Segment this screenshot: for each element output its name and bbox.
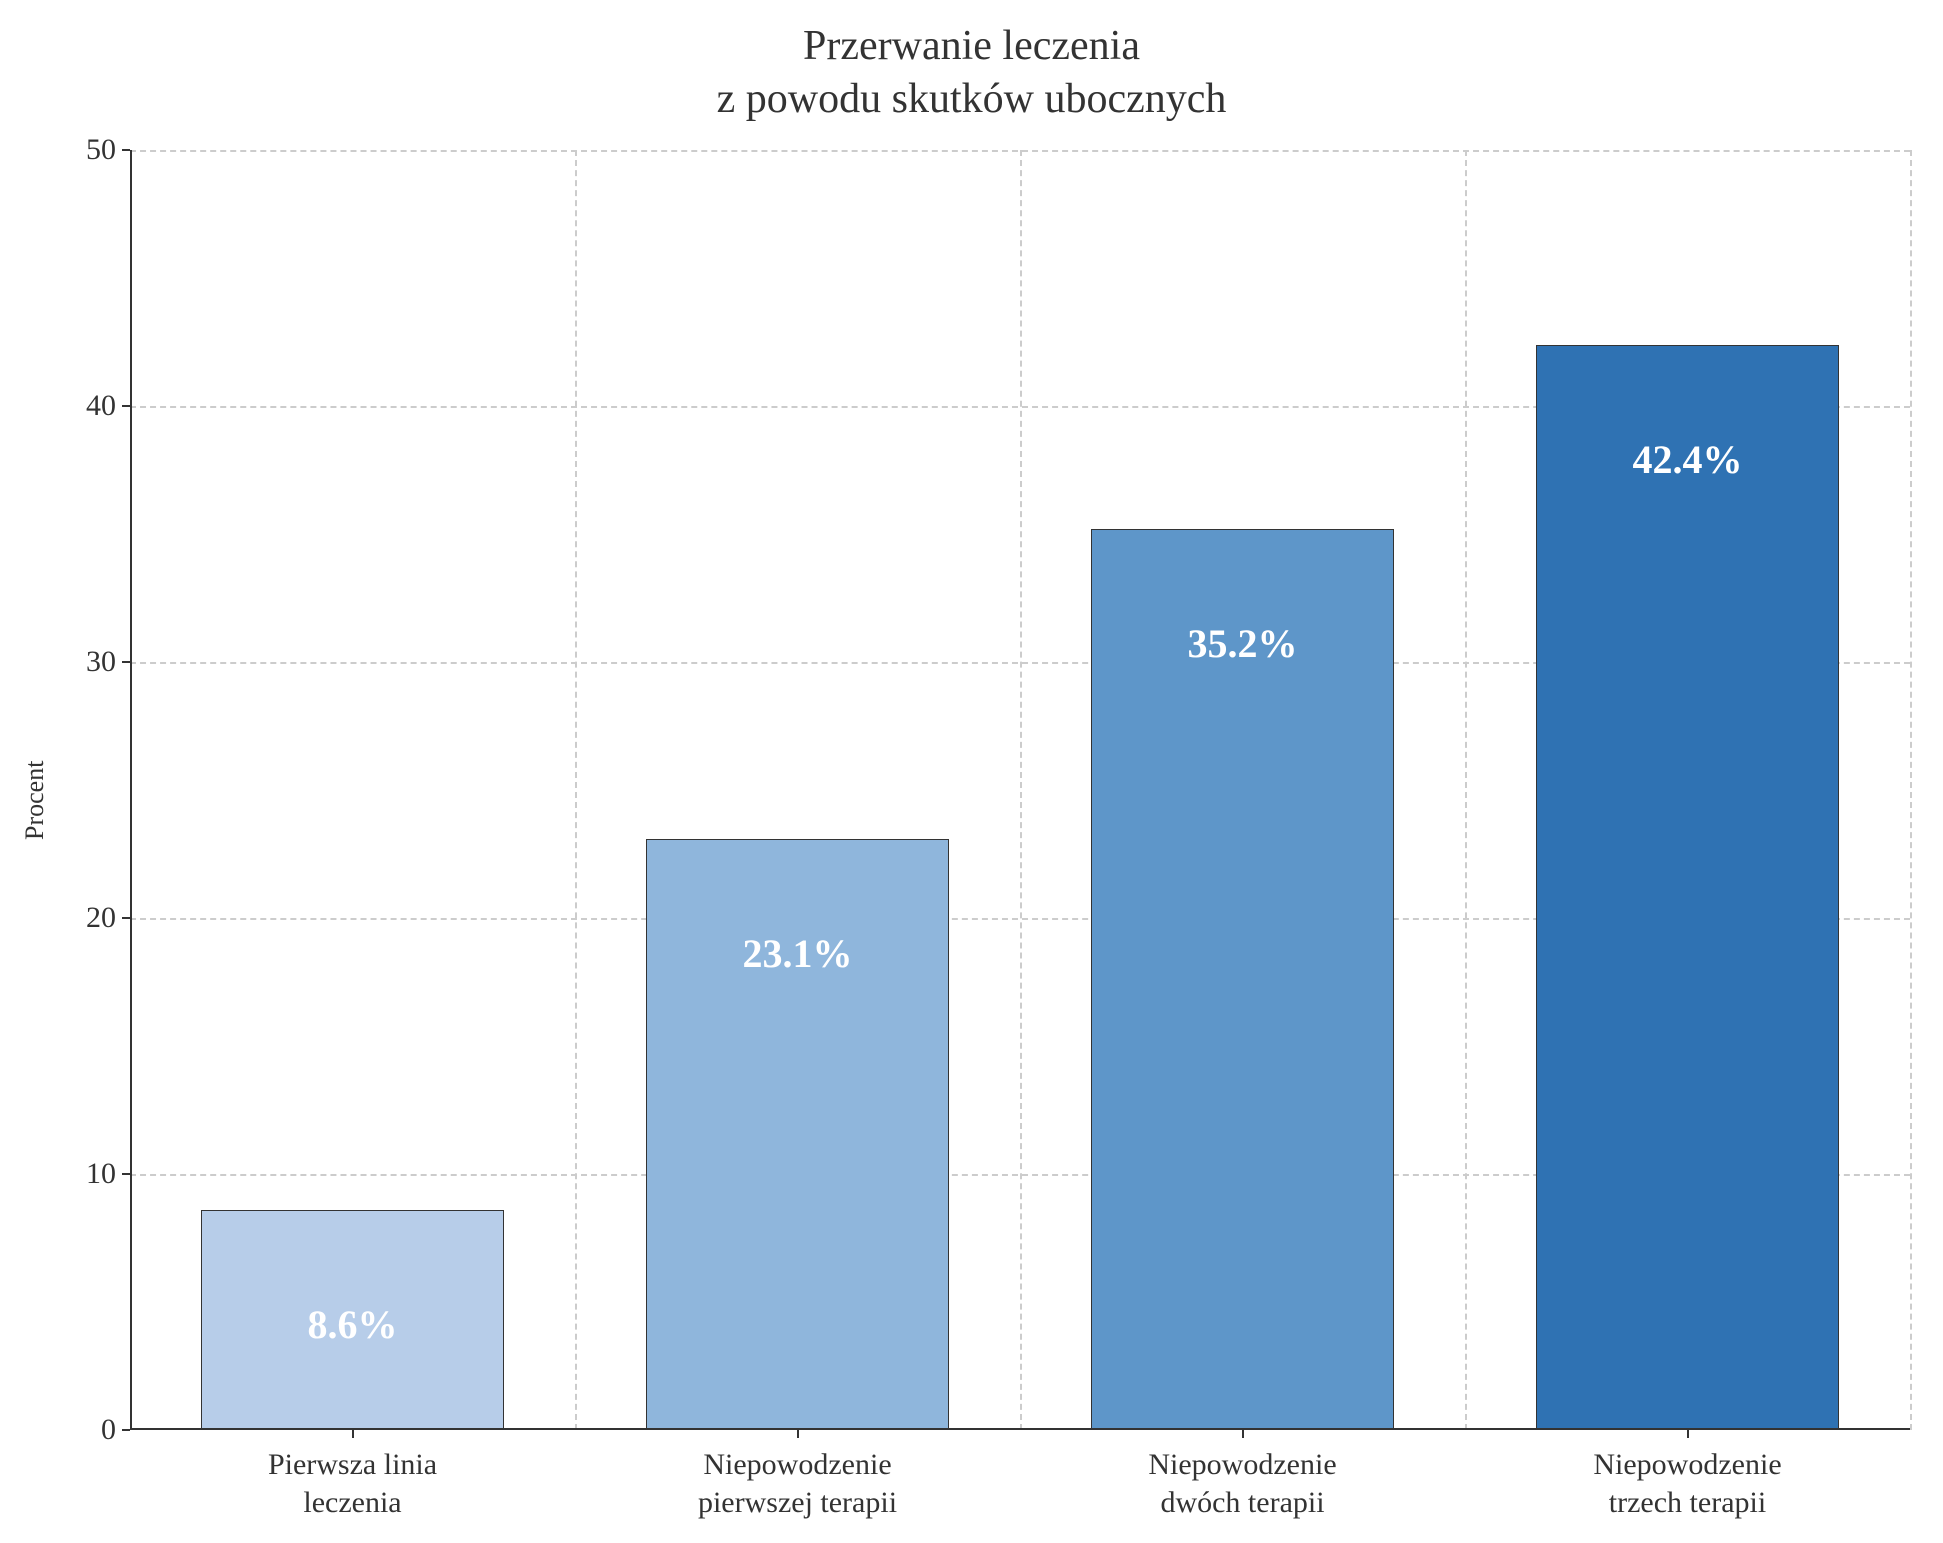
y-tick-mark <box>122 661 130 663</box>
x-axis-line <box>130 1428 1910 1430</box>
bar-value-label: 8.6% <box>307 1301 397 1348</box>
x-tick-label: Niepowodzeniedwóch terapii <box>1148 1430 1336 1521</box>
chart-container: Przerwanie leczenia z powodu skutków ubo… <box>0 0 1943 1543</box>
grid-line-vertical <box>1465 150 1467 1430</box>
bar: 42.4% <box>1536 345 1839 1430</box>
x-tick-label: Niepowodzeniepierwszej terapii <box>698 1430 897 1521</box>
y-axis-line <box>130 150 132 1430</box>
chart-title-line2: z powodu skutków ubocznych <box>717 76 1227 122</box>
bar: 35.2% <box>1091 529 1394 1430</box>
bar: 23.1% <box>646 839 949 1430</box>
y-axis-label: Procent <box>20 761 50 840</box>
bar-value-label: 23.1% <box>742 930 852 977</box>
y-tick-mark <box>122 1173 130 1175</box>
y-tick-mark <box>122 405 130 407</box>
y-tick-mark <box>122 149 130 151</box>
y-tick-mark <box>122 917 130 919</box>
chart-title: Przerwanie leczenia z powodu skutków ubo… <box>0 20 1943 125</box>
x-tick-label: Pierwsza linialeczenia <box>268 1430 437 1521</box>
y-tick-mark <box>122 1429 130 1431</box>
grid-line-vertical <box>575 150 577 1430</box>
bar-value-label: 35.2% <box>1187 620 1297 667</box>
bar: 8.6% <box>201 1210 504 1430</box>
grid-line-vertical <box>1020 150 1022 1430</box>
bar-value-label: 42.4% <box>1632 436 1742 483</box>
x-tick-label: Niepowodzenietrzech terapii <box>1593 1430 1781 1521</box>
plot-area: 010203040508.6%Pierwsza linialeczenia23.… <box>130 150 1910 1430</box>
grid-line-vertical <box>1910 150 1912 1430</box>
chart-title-line1: Przerwanie leczenia <box>803 23 1140 69</box>
